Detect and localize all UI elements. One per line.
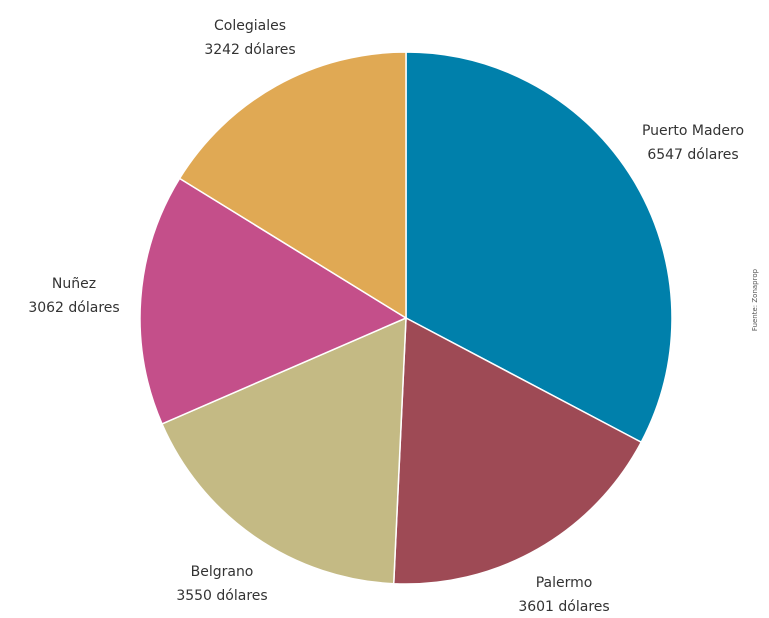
- slice-label-belgrano: Belgrano 3550 dólares: [176, 564, 267, 604]
- pie-slice-puerto-madero: [405, 51, 673, 444]
- slice-name: Belgrano: [191, 564, 254, 580]
- pie-slice-nunez: [139, 177, 408, 425]
- source-note: Fuente: Zonaprop: [751, 268, 759, 331]
- slice-value: 3601 dólares: [518, 599, 609, 615]
- slice-label-palermo: Palermo 3601 dólares: [518, 575, 609, 615]
- pie-labels: Puerto Madero 6547 dólares Palermo 3601 dól…: [28, 18, 744, 615]
- pie-slice-colegiales: [178, 51, 407, 320]
- slice-name: Colegiales: [214, 18, 286, 34]
- slice-name: Nuñez: [52, 276, 96, 292]
- slice-name: Palermo: [536, 575, 593, 591]
- pie-slices: [139, 51, 673, 585]
- pie-slice-belgrano: [161, 316, 407, 585]
- slice-label-colegiales: Colegiales 3242 dólares: [204, 18, 295, 58]
- slice-value: 3550 dólares: [176, 588, 267, 604]
- slice-value: 3062 dólares: [28, 300, 119, 316]
- slice-name: Puerto Madero: [642, 123, 744, 139]
- pie-slice-palermo: [392, 316, 643, 585]
- slice-label-nunez: Nuñez 3062 dólares: [28, 276, 119, 316]
- slice-value: 6547 dólares: [647, 147, 738, 163]
- slice-label-puerto-madero: Puerto Madero 6547 dólares: [642, 123, 744, 163]
- slice-value: 3242 dólares: [204, 42, 295, 58]
